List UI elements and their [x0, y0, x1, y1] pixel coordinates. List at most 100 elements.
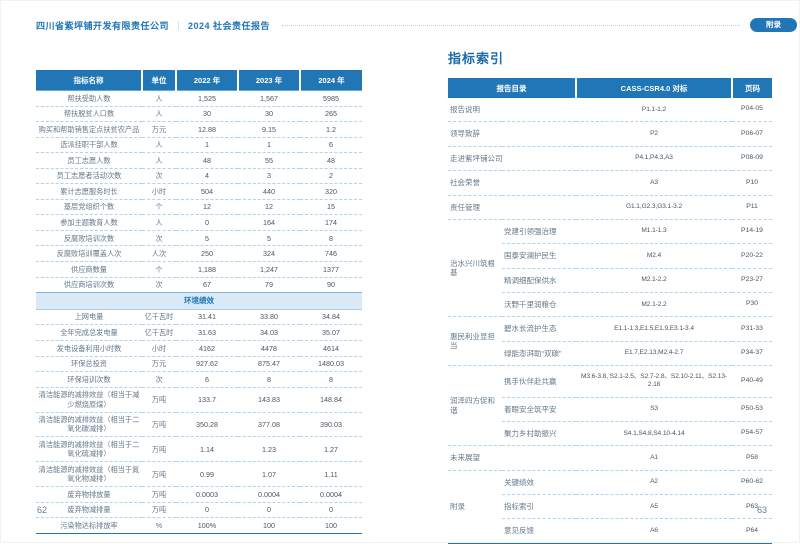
indicator-value: 1,247 [260, 264, 278, 274]
indicator-value: 440 [263, 186, 275, 196]
index-row: 精调细配保供水 M2.1-2.2 P23-27 [448, 268, 772, 293]
report-title: 2024 社会责任报告 [188, 20, 271, 31]
indicator-value: 250 [201, 249, 213, 259]
indicator-value: 4 [205, 171, 209, 181]
indicator-value: 0.99 [200, 469, 214, 479]
indicator-value: 148.84 [320, 394, 342, 404]
index-item-label: 沃野千里润粮仓 [504, 300, 557, 309]
kpi-row: 清洁能源的减排效益（相当于氮氧化物减排） 万吨 0.99 1.07 1.11 [36, 462, 362, 487]
kpi-row: 发电设备利用小时数 小时 4162 4478 4614 [36, 340, 362, 356]
indicator-name: 帮扶受助人数 [67, 93, 111, 103]
indicator-value: 133.7 [198, 394, 216, 404]
index-page-ref: P34-37 [741, 349, 763, 357]
index-cass-code: M3.6-3.8, S2.1-2.5、S2.7-2.8、S2.10-2.11、S… [580, 373, 728, 389]
indicator-value: 265 [325, 109, 337, 119]
index-item-label: 意见反馈 [504, 526, 534, 536]
index-cass-code: S4.1,S4.8,S4.10-4.14 [623, 429, 685, 437]
index-page-ref: P40-49 [741, 377, 763, 385]
indicator-unit: 万元 [151, 124, 167, 134]
kpi-column-header: 指标名称 [36, 70, 142, 91]
indicator-value: 1377 [323, 264, 339, 274]
index-row: 附录 关键绩效 A2 P60-62 [448, 470, 772, 511]
indicator-unit: 次 [155, 374, 163, 384]
kpi-row: 废弃物减排量 万吨 0 0 0 [36, 502, 362, 518]
kpi-row: 清洁能源的减排效益（相当于二氧化碳减排） 万吨 350.28 377.08 390.03 [36, 412, 362, 437]
indicator-name: 废弃物排放量 [67, 489, 111, 499]
index-item-label: 党建引领强治理 [504, 226, 557, 236]
indicator-unit: 人 [155, 109, 163, 119]
indicator-value: 48 [203, 155, 211, 165]
kpi-table-body: 帮扶受助人数人 1,525 1,567 5985 帮扶脱贫人口数人 30 30 265 购买和帮… [36, 91, 362, 534]
index-cass-code: S3 [650, 405, 658, 413]
index-page-ref: P20-22 [741, 251, 763, 259]
indicator-value: 324 [263, 249, 275, 259]
index-cass-code: A2 [650, 478, 658, 486]
kpi-row: 污染物达标排放率% 100% 100 100 [36, 518, 362, 534]
kpi-row: 清洁能源的减排效益（相当于减少燃烧原煤） 万吨 133.7 143.83 148.84 [36, 387, 362, 412]
indicator-value: 504 [201, 186, 213, 196]
indicator-value: 0 [267, 505, 271, 515]
indicator-value: 55 [265, 155, 273, 165]
index-page-ref: P50-53 [741, 405, 763, 413]
kpi-row: 参加主题教育人数 人 0 164 174 [36, 215, 362, 231]
kpi-row: 反腐败培训覆盖人次 人次 250 324 746 [36, 246, 362, 262]
indicator-value: 1.23 [262, 444, 276, 454]
indicator-unit: 亿千瓦时 [144, 328, 174, 337]
index-row: 走进紫坪铺公司 P4.1,P4.3,A3 P08-09 [448, 146, 772, 171]
index-cass-code: A1 [650, 453, 658, 461]
indicator-value: 9.15 [262, 124, 276, 134]
indicator-unit: 人次 [151, 249, 167, 259]
indicator-name: 污染物达标排放率 [60, 520, 118, 530]
index-row: 国泰安澜护民生 M2.4 P20-22 [448, 244, 772, 269]
indicator-value: 174 [325, 217, 337, 227]
kpi-row: 员工志愿人数 人 48 55 48 [36, 153, 362, 169]
index-header-row: 报告目录 CASS-CSR4.0 对标 页码 [448, 78, 772, 98]
index-group-label: 治水兴川筑根基 [450, 258, 495, 278]
indicator-value: 1.07 [262, 469, 276, 479]
appendix-tab[interactable]: 附录 [750, 17, 797, 33]
header-dotted-line [282, 24, 740, 26]
header-divider: ｜ [174, 20, 184, 31]
indicator-value: 5985 [323, 93, 339, 103]
indicator-name: 参加主题教育人数 [60, 217, 118, 227]
index-column-header: 页码 [731, 78, 772, 98]
indicator-value: 31.41 [198, 312, 216, 322]
indicator-value: 143.83 [258, 394, 280, 404]
indicator-value: 8 [329, 233, 333, 243]
index-row: 着眼安全筑平安 S3 P50-53 [448, 397, 772, 422]
indicator-unit: 万吨 [151, 505, 167, 515]
index-cass-code: P2 [650, 129, 658, 137]
index-table: 报告目录 CASS-CSR4.0 对标 页码 报告说明 P1.1-1.2 P04-05 领… [448, 78, 772, 544]
indicator-value: 12 [203, 202, 211, 212]
indicator-value: 67 [203, 280, 211, 290]
indicator-name: 供应商数量 [71, 264, 107, 274]
index-row: 沃野千里润粮仓 M2.1-2.2 P30 [448, 293, 772, 317]
indicator-value: 746 [325, 249, 337, 259]
index-item-label: 精调细配保供水 [504, 275, 557, 285]
index-item-label: 聚力乡村助振兴 [504, 428, 557, 438]
index-item-label: 走进紫坪铺公司 [450, 153, 503, 163]
indicator-unit: 万吨 [151, 419, 167, 429]
indicator-value: 12 [265, 202, 273, 212]
indicator-name: 帮扶脱贫人口数 [63, 109, 115, 119]
index-page-ref: P23-27 [741, 276, 763, 284]
indicator-value: 927.62 [196, 359, 218, 369]
indicator-unit: 万吨 [151, 469, 167, 479]
index-cass-code: P1.1-1.2 [641, 105, 667, 113]
indicator-value: 320 [325, 186, 337, 196]
indicator-value: 0 [329, 505, 333, 515]
index-cass-code: E1.1-1.3,E1.5,E1.9,E3.1-3.4 [614, 324, 694, 332]
index-cass-code: A3 [650, 178, 658, 186]
indicator-value: 350.28 [196, 419, 218, 429]
index-page-ref: P31-33 [741, 324, 763, 332]
indicator-value: 0 [205, 505, 209, 515]
indicator-value: 1.14 [200, 444, 214, 454]
kpi-row: 反腐败培训次数 次 5 5 8 [36, 230, 362, 246]
index-page-ref: P30 [745, 300, 759, 308]
index-row: 责任管理 G1.1,G2.3,G3.1-3.2 P11 [448, 195, 772, 220]
kpi-column-header: 2022 年 [175, 70, 238, 91]
index-page-ref: P58 [745, 453, 759, 461]
indicator-value: 30 [203, 109, 211, 119]
indicator-name: 员工志愿人数 [67, 155, 111, 165]
indicator-value: 1 [267, 140, 271, 150]
